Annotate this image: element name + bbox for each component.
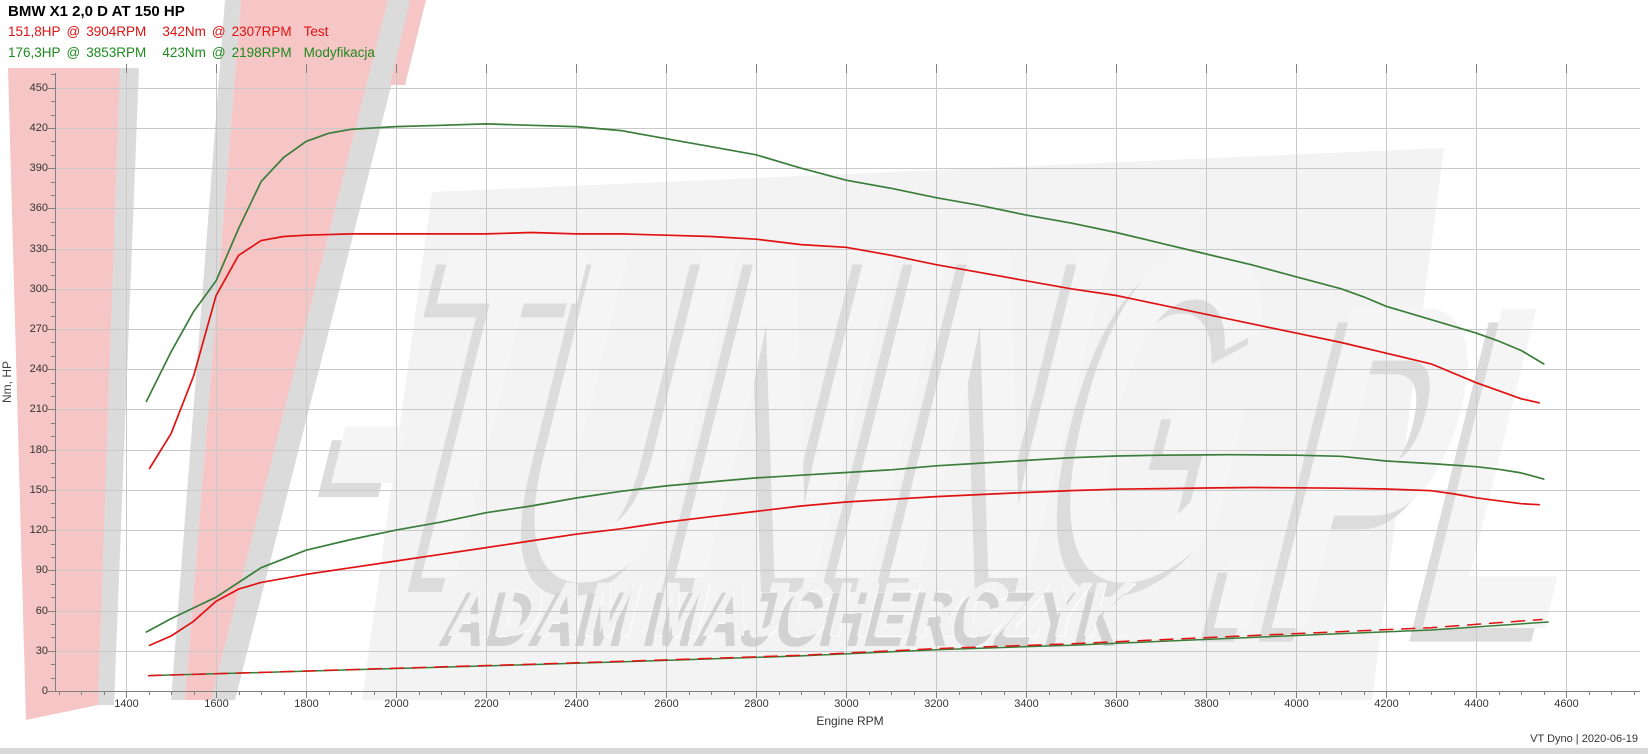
at-sign: @ [66, 24, 81, 39]
watermark-v-logo [8, 0, 426, 720]
y-tick-label: 300 [29, 283, 48, 295]
x-tick-label: 1800 [294, 698, 319, 710]
x-tick-label: 1600 [204, 698, 229, 710]
watermark-v-right-stroke [185, 0, 388, 700]
x-tick-label: 3200 [924, 698, 949, 710]
x-tick-label: 2800 [744, 698, 769, 710]
x-axis-title: Engine RPM [816, 714, 884, 728]
axis-ticks [48, 64, 1640, 698]
at-sign: @ [211, 45, 226, 60]
y-tick-label: 390 [29, 162, 48, 174]
legend-row-test: 151,8HP @3904RPM 342Nm @2307RPM Test [8, 24, 334, 39]
watermark-v-serif [390, 0, 426, 85]
x-tick-label: 1400 [114, 698, 139, 710]
y-tick-label: 360 [29, 202, 48, 214]
dyno-curves [145, 123, 1549, 677]
y-tick-label: 150 [29, 484, 48, 496]
mod-peak-torque: 423Nm [162, 45, 206, 60]
at-sign: @ [66, 45, 81, 60]
y-tick-label: 210 [29, 403, 48, 415]
x-tick-label: 2200 [474, 698, 499, 710]
watermark-v-right-edge [211, 0, 413, 700]
x-tick-label: 2400 [564, 698, 589, 710]
curve-power-modyfikacja [145, 453, 1545, 633]
x-tick-label: 2600 [654, 698, 679, 710]
page-title: BMW X1 2,0 D AT 150 HP [8, 3, 185, 20]
mod-peak-torque-rpm: 2198RPM [231, 45, 292, 60]
x-tick-label: 4400 [1464, 698, 1489, 710]
y-tick-label: 180 [29, 444, 48, 456]
y-tick-label: 60 [35, 605, 48, 617]
test-peak-torque: 342Nm [162, 24, 206, 39]
curve-torque-test [148, 231, 1541, 470]
y-tick-label: 30 [35, 645, 48, 657]
x-tick-label: 4000 [1284, 698, 1309, 710]
y-tick-label: 90 [35, 564, 48, 576]
test-peak-power-rpm: 3904RPM [86, 24, 147, 39]
x-tick-label: 3000 [834, 698, 859, 710]
y-tick-label: 0 [41, 685, 48, 697]
mod-peak-power: 176,3HP [8, 45, 61, 60]
curve-power-test [148, 486, 1541, 647]
x-tick-label: 3600 [1104, 698, 1129, 710]
test-peak-torque-rpm: 2307RPM [231, 24, 292, 39]
x-tick-label: 2000 [384, 698, 409, 710]
at-sign: @ [211, 24, 226, 39]
mod-peak-power-rpm: 3853RPM [86, 45, 147, 60]
legend-row-modyfikacja: 176,3HP @3853RPM 423Nm @2198RPM Modyfikacja [8, 45, 381, 60]
bottom-strip [0, 748, 1648, 754]
watermark-v-inner-edge [171, 0, 241, 700]
curve-loss-test [147, 618, 1543, 677]
series-label-modyfikacja: Modyfikacja [303, 45, 375, 60]
x-tick-label: 3800 [1194, 698, 1219, 710]
y-tick-label: 270 [29, 323, 48, 335]
y-tick-label: 120 [29, 524, 48, 536]
y-tick-label: 330 [29, 243, 48, 255]
x-tick-label: 4200 [1374, 698, 1399, 710]
watermark-v-left-stroke [8, 68, 120, 720]
y-tick-label: 420 [29, 122, 48, 134]
watermark-slab [362, 148, 1444, 700]
series-label-test: Test [303, 24, 329, 39]
y-tick-label: 240 [29, 363, 48, 375]
x-tick-label: 3400 [1014, 698, 1039, 710]
watermark-v-left-edge [98, 68, 139, 705]
curve-torque-modyfikacja [145, 123, 1545, 403]
footer-dyno-date: VT Dyno | 2020-06-19 [1530, 733, 1638, 745]
x-tick-label: 4600 [1554, 698, 1579, 710]
test-peak-power: 151,8HP [8, 24, 61, 39]
y-tick-label: 450 [29, 82, 48, 94]
gridlines [55, 73, 1640, 692]
